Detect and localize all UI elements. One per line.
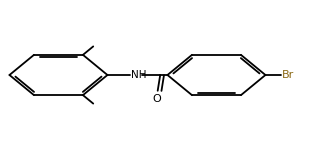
Text: Br: Br [282, 70, 295, 80]
Text: O: O [153, 94, 161, 104]
Text: NH: NH [131, 70, 147, 80]
